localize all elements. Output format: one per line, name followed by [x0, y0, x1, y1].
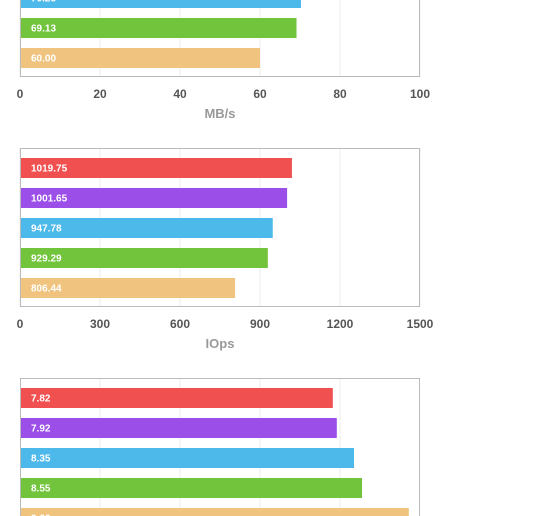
bar [21, 248, 268, 268]
x-tick-label: 20 [93, 87, 107, 101]
bar-value-label: 7.82 [31, 394, 51, 405]
x-tick-label: 900 [250, 317, 270, 331]
bar-value-label: 8.35 [31, 454, 51, 465]
bar [21, 508, 409, 516]
bar [21, 188, 288, 208]
x-axis-label: MB/s [204, 106, 235, 121]
bar-value-label: 1019.75 [31, 164, 68, 175]
bar [21, 278, 236, 298]
x-tick-label: 60 [253, 87, 267, 101]
bar-value-label: 1001.65 [31, 194, 68, 205]
x-tick-label: 40 [173, 87, 187, 101]
bar-value-label: 7.92 [31, 424, 51, 435]
bar [21, 158, 292, 178]
x-axis-label: IOps [206, 336, 235, 351]
x-tick-label: 80 [333, 87, 347, 101]
plot-frame [20, 0, 420, 77]
bar-value-label: 947.78 [31, 224, 62, 235]
bar [21, 18, 297, 38]
x-tick-label: 0 [17, 317, 24, 331]
bar [21, 418, 337, 438]
bar-value-label: 69.13 [31, 24, 56, 35]
bar-value-label: 60.00 [31, 54, 56, 65]
bar [21, 448, 354, 468]
bar-value-label: 9.66 [31, 514, 51, 516]
bar [21, 218, 273, 238]
bar-value-label: 806.44 [31, 284, 62, 295]
x-tick-label: 300 [90, 317, 110, 331]
bar [21, 0, 301, 8]
x-tick-label: 0 [17, 87, 24, 101]
bar-value-label: 929.29 [31, 254, 62, 265]
plot-frame [20, 378, 420, 516]
x-tick-label: 1500 [407, 317, 434, 331]
bar [21, 478, 362, 498]
x-tick-label: 100 [410, 87, 430, 101]
bar [21, 48, 260, 68]
bar-value-label: 70.25 [31, 0, 56, 5]
x-tick-label: 1200 [327, 317, 354, 331]
x-tick-label: 600 [170, 317, 190, 331]
plot-frame [20, 148, 420, 307]
bar-value-label: 8.55 [31, 484, 51, 495]
bar [21, 388, 333, 408]
